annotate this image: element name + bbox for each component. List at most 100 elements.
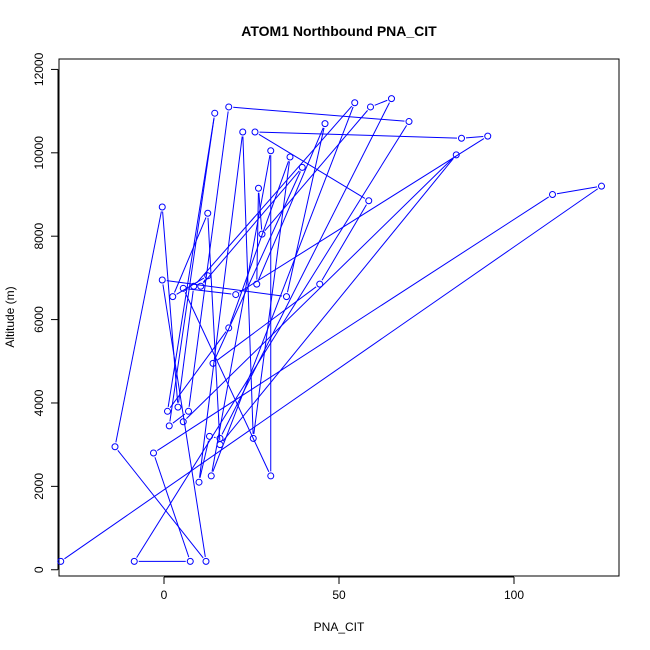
data-point: [255, 184, 262, 192]
data-point: [179, 418, 187, 426]
series-segment: [166, 280, 283, 297]
series-segment: [258, 133, 366, 199]
x-tick-label: 0: [161, 588, 168, 602]
data-point: [158, 276, 166, 284]
series-segment: [465, 135, 484, 139]
data-point: [452, 151, 460, 159]
data-point: [206, 432, 213, 440]
data-point: [150, 449, 157, 457]
data-point: [283, 293, 290, 301]
series-segment: [202, 279, 206, 283]
data-point: [197, 282, 205, 290]
series-segment: [286, 127, 325, 293]
data-point: [253, 280, 261, 288]
chart-title: ATOM1 Northbound PNA_CIT: [241, 23, 437, 39]
data-point: [225, 324, 233, 332]
data-point: [484, 132, 492, 140]
data-point: [211, 109, 219, 117]
data-point: [195, 478, 203, 486]
series-segment: [167, 117, 215, 407]
data-point: [232, 291, 240, 299]
data-point: [190, 282, 198, 290]
data-point: [57, 557, 65, 565]
data-point: [251, 128, 259, 136]
series-segment: [115, 211, 162, 443]
series-segment: [157, 196, 549, 451]
series-segment: [253, 161, 290, 435]
data-point: [216, 441, 224, 449]
y-axis-label: Altitude (m): [3, 286, 17, 347]
y-axis: 0 2000 4000 6000 8000 10000 12000: [32, 52, 59, 573]
series-segment: [556, 186, 598, 195]
y-tick-label: 0: [32, 566, 46, 573]
data-point: [549, 191, 556, 199]
y-tick-label: 8000: [32, 223, 46, 250]
series-segment: [187, 288, 232, 295]
series-segment: [186, 157, 454, 419]
data-point: [298, 163, 306, 171]
data-point: [209, 359, 217, 367]
series-segment: [321, 204, 367, 281]
series-segment: [242, 136, 254, 434]
series-segment: [221, 102, 390, 435]
series-segment: [196, 105, 353, 284]
series-segment: [188, 111, 229, 407]
data-point: [179, 284, 187, 292]
series-segment: [136, 125, 408, 558]
series-segment: [259, 131, 458, 139]
series-segment: [162, 284, 206, 558]
series-points: [57, 95, 605, 565]
series-segment: [222, 158, 454, 442]
data-point: [458, 134, 465, 142]
data-point: [598, 182, 605, 190]
series-segment: [178, 290, 194, 403]
x-tick-label: 50: [332, 588, 346, 602]
series-segment: [184, 292, 270, 473]
data-point: [405, 118, 413, 126]
data-point: [267, 472, 275, 480]
data-point: [367, 103, 374, 111]
x-tick-label: 100: [504, 588, 524, 602]
series-segment: [214, 171, 301, 360]
series-segment: [207, 217, 221, 441]
series-segment: [174, 217, 207, 293]
series-segment: [162, 211, 179, 403]
data-point: [258, 230, 266, 238]
data-point: [388, 95, 395, 103]
series-segment: [233, 106, 405, 122]
y-tick-label: 12000: [32, 52, 46, 86]
data-point: [174, 403, 182, 411]
data-point: [130, 557, 138, 565]
plot-area: [58, 58, 620, 577]
data-point: [158, 203, 166, 211]
series-segment: [216, 286, 317, 362]
series-segment: [199, 136, 243, 478]
series-segment: [199, 440, 209, 478]
y-tick-label: 10000: [32, 136, 46, 170]
data-point: [164, 407, 171, 415]
series-segment: [154, 457, 190, 558]
series-segment: [239, 138, 485, 293]
series-segment: [374, 99, 388, 106]
data-point: [225, 103, 233, 111]
series-segment: [256, 192, 259, 280]
series-segment: [258, 127, 324, 281]
data-point: [204, 209, 212, 217]
data-point: [202, 557, 210, 565]
data-point: [267, 147, 275, 155]
data-point: [204, 272, 212, 280]
y-tick-label: 6000: [32, 306, 46, 333]
data-point: [365, 197, 373, 205]
series-segment: [212, 106, 354, 472]
series-lines: [64, 99, 599, 562]
series-segment: [211, 155, 271, 472]
data-point: [286, 153, 294, 161]
data-point: [321, 120, 329, 128]
data-point: [186, 557, 194, 565]
data-point: [207, 472, 215, 480]
x-axis-label: PNA_CIT: [314, 620, 365, 634]
data-point: [249, 434, 257, 442]
series-segment: [203, 170, 300, 284]
data-point: [165, 422, 173, 430]
